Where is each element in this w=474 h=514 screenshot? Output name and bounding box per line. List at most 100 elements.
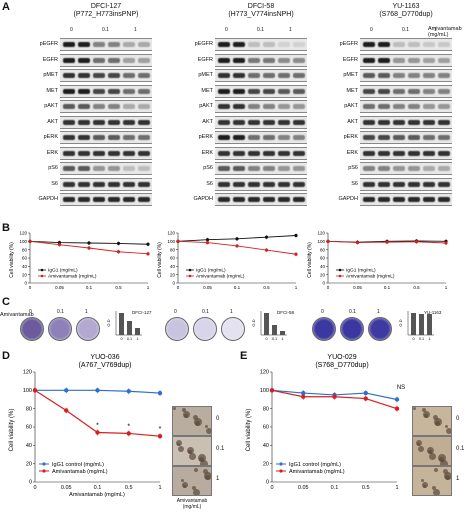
blot-band <box>293 181 305 187</box>
blot-row-label: ERK <box>46 149 58 156</box>
organoid-cluster <box>182 482 188 488</box>
blot-band <box>248 73 260 78</box>
blot-band <box>108 88 120 94</box>
blot-row-label: pAKT <box>344 103 358 109</box>
y-tick-label: 0 <box>24 281 27 286</box>
blot-band <box>233 166 245 171</box>
blot-row-label: EGFR <box>42 56 58 63</box>
bar-y-label: O.D <box>106 319 111 326</box>
y-tick-label: 20 <box>320 272 326 277</box>
blot-band <box>263 150 275 156</box>
organoid-cluster <box>178 446 184 452</box>
legend-label: Amivantamab (mg/mL) <box>48 274 97 280</box>
data-point <box>57 243 62 247</box>
blot-strip <box>360 162 452 175</box>
x-tick-label: 0.05 <box>61 485 72 491</box>
colony-dose-label: 0.1 <box>349 309 356 315</box>
blot-band <box>93 197 105 202</box>
blot-cell-line-title: DFCI-127 <box>90 3 122 10</box>
organoid-dose-label: 0.1 <box>456 446 465 452</box>
blot-band <box>278 150 290 156</box>
blot-band <box>78 42 90 47</box>
x-tick-label: 1 <box>147 285 150 290</box>
bar <box>264 313 269 335</box>
blot-band <box>363 166 375 171</box>
data-point <box>126 389 131 394</box>
bar <box>427 314 432 335</box>
blot-band <box>63 88 75 94</box>
data-point <box>294 252 298 256</box>
blot-row-label: pERK <box>43 134 58 140</box>
blot-band <box>123 42 135 47</box>
bar-x-tick: 0.1 <box>419 337 424 341</box>
blot-band <box>393 150 405 156</box>
blot-band <box>63 150 75 156</box>
y-tick-label: 120 <box>260 370 269 376</box>
blot-band <box>278 73 290 78</box>
x-tick-label: 0.1 <box>234 285 241 290</box>
y-tick-label: 100 <box>23 388 32 394</box>
y-tick-label: 0 <box>266 480 269 486</box>
organoid-dose-label: 0.1 <box>216 446 225 452</box>
blot-band <box>393 135 405 140</box>
blot-strip <box>215 162 307 175</box>
bar-x-tick: 1 <box>136 337 138 341</box>
data-point <box>394 397 400 402</box>
blot-band <box>438 119 450 125</box>
blot-row-label: pMET <box>43 72 58 78</box>
blot-band <box>138 166 150 171</box>
blot-band <box>78 57 90 63</box>
y-tick-label: 40 <box>26 443 32 449</box>
data-point <box>264 248 269 252</box>
blot-band <box>278 88 290 94</box>
y-tick-label: 60 <box>26 425 32 431</box>
bar-y-label: O.D <box>398 319 403 326</box>
organoid-cluster <box>443 469 448 474</box>
y-axis-label: Cell viability (%) <box>9 409 15 452</box>
blot-band <box>218 135 230 140</box>
blot-band <box>218 73 230 78</box>
blot-band <box>248 150 260 156</box>
blot-band <box>278 135 290 140</box>
blot-band <box>233 57 245 63</box>
colony-dish <box>368 317 392 341</box>
organoid-cluster <box>423 411 430 418</box>
blot-band <box>123 135 135 140</box>
blot-strip <box>360 38 452 51</box>
y-tick-label: 120 <box>317 231 325 236</box>
organoid-cluster <box>427 447 434 454</box>
colony-dose-label: 1 <box>230 309 233 315</box>
colony-bar-chart: O.D 0 0.1 1 <box>251 311 287 341</box>
blot-band <box>363 197 375 202</box>
y-axis-label: Cell viability (%) <box>246 409 252 452</box>
x-tick-label: 0.5 <box>263 285 270 290</box>
bar-x-tick: 0.1 <box>127 337 132 341</box>
blot-band <box>378 57 390 63</box>
y-tick-label: 120 <box>23 370 32 376</box>
organoid-cluster <box>198 454 206 462</box>
blot-band <box>233 104 245 109</box>
blot-strip <box>360 115 452 129</box>
y-tick-label: 20 <box>22 272 28 277</box>
blot-strip <box>360 177 452 191</box>
blot-band <box>438 57 450 63</box>
blot-band <box>93 166 105 171</box>
data-point <box>176 239 180 243</box>
blot-band <box>63 166 75 171</box>
blot-band <box>123 73 135 78</box>
legend-marker <box>338 268 342 272</box>
blot-band <box>108 150 120 156</box>
data-point <box>146 252 150 256</box>
blot-band <box>138 42 150 47</box>
blot-band <box>93 150 105 156</box>
blot-strip <box>60 100 152 113</box>
data-point <box>414 240 419 244</box>
blot-band <box>233 119 245 125</box>
bar <box>411 313 416 335</box>
blot-row-label: pEGFR <box>339 41 358 47</box>
colony-dish <box>165 317 189 341</box>
blot-band <box>378 73 390 78</box>
blot-band <box>393 197 405 202</box>
blot-band <box>63 119 75 125</box>
data-point <box>205 240 210 245</box>
